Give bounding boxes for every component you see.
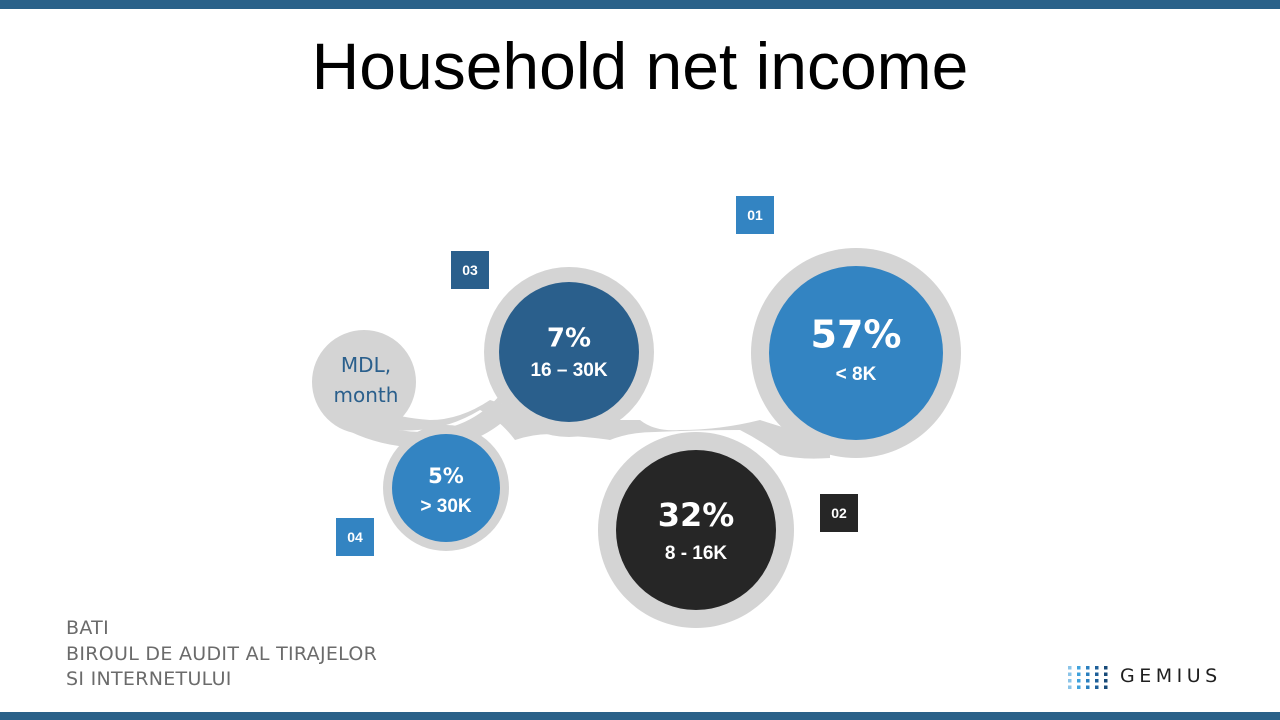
logo-dot bbox=[1104, 672, 1108, 676]
logo-dot bbox=[1068, 666, 1072, 670]
logo-dot bbox=[1077, 679, 1081, 683]
bubble-value-03: 7% bbox=[547, 324, 591, 354]
rank-badge-03: 03 bbox=[451, 251, 489, 289]
logo-dot bbox=[1104, 666, 1108, 670]
source-line-1: BATI bbox=[66, 617, 109, 639]
bubble-category-02: 8 - 16K bbox=[665, 543, 728, 564]
track-bridge bbox=[325, 395, 505, 449]
logo-dot bbox=[1068, 679, 1072, 683]
logo-dot bbox=[1068, 685, 1072, 689]
unit-label-line1: MDL, bbox=[341, 353, 391, 377]
rank-badge-04: 04 bbox=[336, 518, 374, 556]
top-accent-bar bbox=[0, 0, 1280, 9]
bottom-accent-bar bbox=[0, 712, 1280, 720]
logo-dot bbox=[1077, 672, 1081, 676]
bubbles: 57% < 8K 32% 8 - 16K 7% 16 – 30K 5% > 30K bbox=[392, 266, 943, 610]
bubble-value-02: 32% bbox=[658, 496, 735, 534]
logo-dot bbox=[1068, 672, 1072, 676]
gemius-logo-text: GEMIUS bbox=[1120, 665, 1222, 687]
bubble-01 bbox=[769, 266, 943, 440]
rank-badge-02: 02 bbox=[820, 494, 858, 532]
source-line-3: SI INTERNETULUI bbox=[66, 668, 232, 690]
logo-dot bbox=[1104, 679, 1108, 683]
bubble-02 bbox=[616, 450, 776, 610]
logo-dot bbox=[1077, 685, 1081, 689]
bubble-value-04: 5% bbox=[428, 464, 464, 488]
logo-dot bbox=[1095, 679, 1099, 683]
page-title: Household net income bbox=[311, 29, 969, 103]
logo-dot bbox=[1095, 685, 1099, 689]
logo-dot bbox=[1077, 666, 1081, 670]
gemius-logo-dots-icon bbox=[1068, 666, 1108, 689]
bubble-category-04: > 30K bbox=[420, 496, 472, 517]
logo-dot bbox=[1086, 685, 1090, 689]
bubble-category-03: 16 – 30K bbox=[530, 360, 607, 381]
logo-dot bbox=[1095, 666, 1099, 670]
bubble-category-01: < 8K bbox=[836, 364, 877, 385]
logo-dot bbox=[1086, 672, 1090, 676]
logo-dot bbox=[1086, 679, 1090, 683]
logo-dot bbox=[1086, 666, 1090, 670]
bubble-03 bbox=[499, 282, 639, 422]
bubble-value-01: 57% bbox=[811, 313, 902, 357]
track-connector bbox=[330, 400, 830, 459]
source-line-2: BIROUL DE AUDIT AL TIRAJELOR bbox=[66, 642, 378, 665]
unit-label: MDL, month bbox=[334, 353, 399, 407]
logo-dot bbox=[1104, 685, 1108, 689]
unit-label-line2: month bbox=[334, 383, 399, 407]
rank-badge-01: 01 bbox=[736, 196, 774, 234]
bubble-04 bbox=[392, 434, 500, 542]
source-credit: BATI BIROUL DE AUDIT AL TIRAJELOR SI INT… bbox=[66, 616, 377, 693]
logo-dot bbox=[1095, 672, 1099, 676]
